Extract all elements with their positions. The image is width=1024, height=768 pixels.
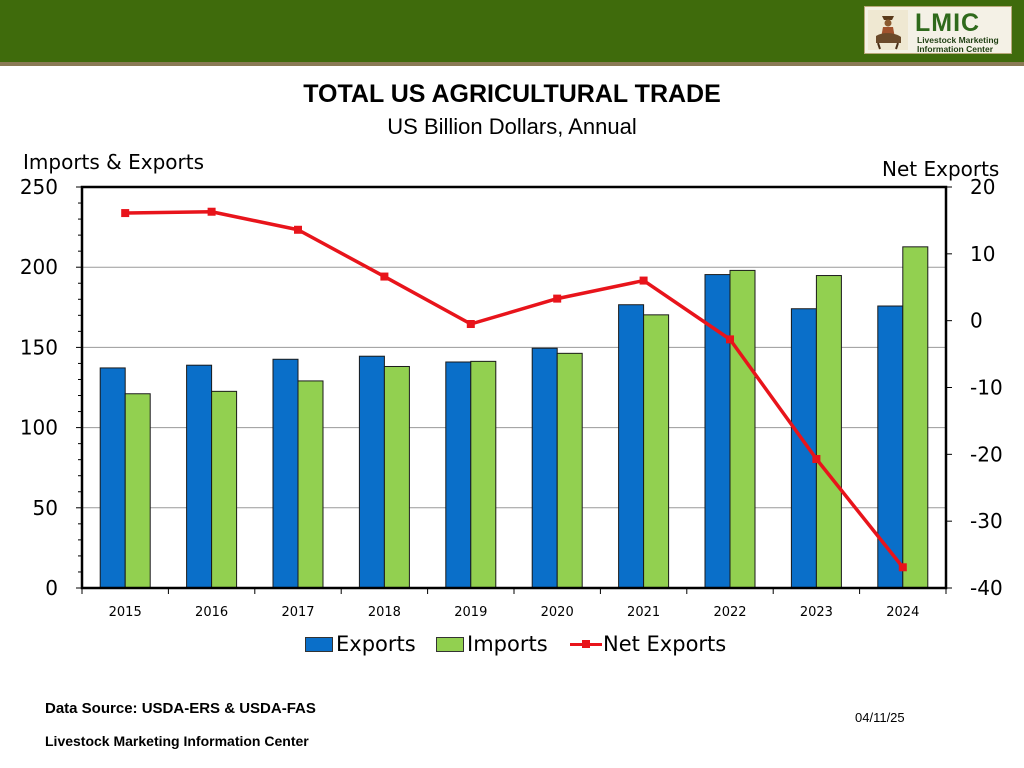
right-tick-label-10: 10: [970, 242, 995, 266]
header-bar: [0, 0, 1024, 62]
x-tick-label-2021: 2021: [627, 605, 660, 620]
header-divider: [0, 62, 1024, 66]
net-exports-point-2015: [121, 209, 130, 218]
net-exports-point-2022: [726, 335, 734, 344]
net-exports-point-2024: [898, 563, 907, 572]
net-exports-line: [125, 209, 905, 569]
right-tick-label-0: 0: [970, 309, 983, 333]
x-tick-label-2019: 2019: [454, 605, 487, 620]
net-exports-point-2016: [207, 207, 216, 216]
bar-exports-2017: [272, 358, 299, 589]
logo-subtitle-line2: Information Center: [917, 44, 994, 54]
legend-swatch-imports: [436, 637, 464, 652]
x-tick-label-2018: 2018: [368, 605, 401, 620]
x-tick-label-2016: 2016: [195, 605, 228, 620]
legend-label-net-exports: Net Exports: [603, 632, 727, 656]
left-tick-label-150: 150: [20, 335, 58, 359]
x-tick-label-2015: 2015: [109, 605, 142, 620]
legend-marker-net-exports: [582, 640, 590, 648]
right-axis-title: Net Exports: [882, 157, 1000, 181]
legend-label-imports: Imports: [467, 632, 548, 656]
bar-imports-2018: [383, 365, 410, 589]
net-exports-point-2020: [553, 294, 562, 303]
left-tick-label-200: 200: [20, 255, 58, 279]
right-tick-label--10: -10: [970, 376, 1003, 400]
bar-imports-2024: [902, 246, 929, 589]
cowboy-emblem-icon: [868, 10, 908, 50]
left-tick-label-50: 50: [33, 496, 58, 520]
x-tick-label-2022: 2022: [713, 605, 746, 620]
report-date: 04/11/25: [855, 710, 905, 725]
bar-imports-2021: [643, 314, 670, 589]
bar-exports-2018: [358, 355, 385, 589]
x-tick-label-2017: 2017: [281, 605, 314, 620]
bar-imports-2019: [470, 360, 497, 589]
left-tick-label-0: 0: [45, 576, 58, 600]
bar-exports-2021: [618, 304, 645, 589]
right-tick-label--40: -40: [970, 576, 1003, 600]
net-exports-point-2023: [812, 455, 821, 464]
bar-imports-2020: [556, 352, 583, 589]
organization-name: Livestock Marketing Information Center: [45, 733, 309, 749]
legend-swatch-exports: [305, 637, 333, 652]
net-exports-point-2017: [294, 225, 302, 234]
right-tick-label--20: -20: [970, 442, 1003, 466]
net-exports-point-2018: [380, 272, 389, 281]
bar-exports-2024: [877, 305, 904, 589]
logo-subtitle-line1: Livestock Marketing: [917, 35, 999, 45]
x-tick-label-2020: 2020: [541, 605, 574, 620]
bar-imports-2022: [729, 269, 756, 589]
net-exports-point-2021: [639, 276, 648, 285]
right-tick-label--30: -30: [970, 509, 1003, 533]
right-tick-label-20: 20: [970, 175, 995, 199]
bar-imports-2016: [211, 390, 238, 589]
bar-exports-2015: [99, 367, 126, 589]
lmic-logo: LMIC Livestock Marketing Information Cen…: [864, 6, 1012, 54]
chart-subtitle: US Billion Dollars, Annual: [387, 114, 637, 139]
bar-exports-2023: [790, 308, 817, 589]
left-axis-title: Imports & Exports: [23, 150, 204, 174]
x-tick-label-2023: 2023: [800, 605, 833, 620]
bar-imports-2017: [297, 380, 324, 589]
bar-imports-2015: [124, 393, 151, 589]
chart-title: TOTAL US AGRICULTURAL TRADE: [303, 80, 721, 108]
bar-imports-2023: [815, 275, 842, 589]
net-exports-point-2019: [466, 320, 475, 329]
left-tick-label-100: 100: [20, 416, 58, 440]
left-tick-label-250: 250: [20, 175, 58, 199]
bar-exports-2022: [704, 274, 731, 589]
logo-title: LMIC: [915, 9, 981, 37]
x-tick-label-2024: 2024: [886, 605, 919, 620]
bar-exports-2016: [186, 364, 213, 589]
bar-exports-2020: [531, 347, 558, 589]
legend-label-exports: Exports: [336, 632, 416, 656]
data-source-note: Data Source: USDA-ERS & USDA-FAS: [45, 700, 316, 717]
bar-exports-2019: [445, 361, 472, 589]
